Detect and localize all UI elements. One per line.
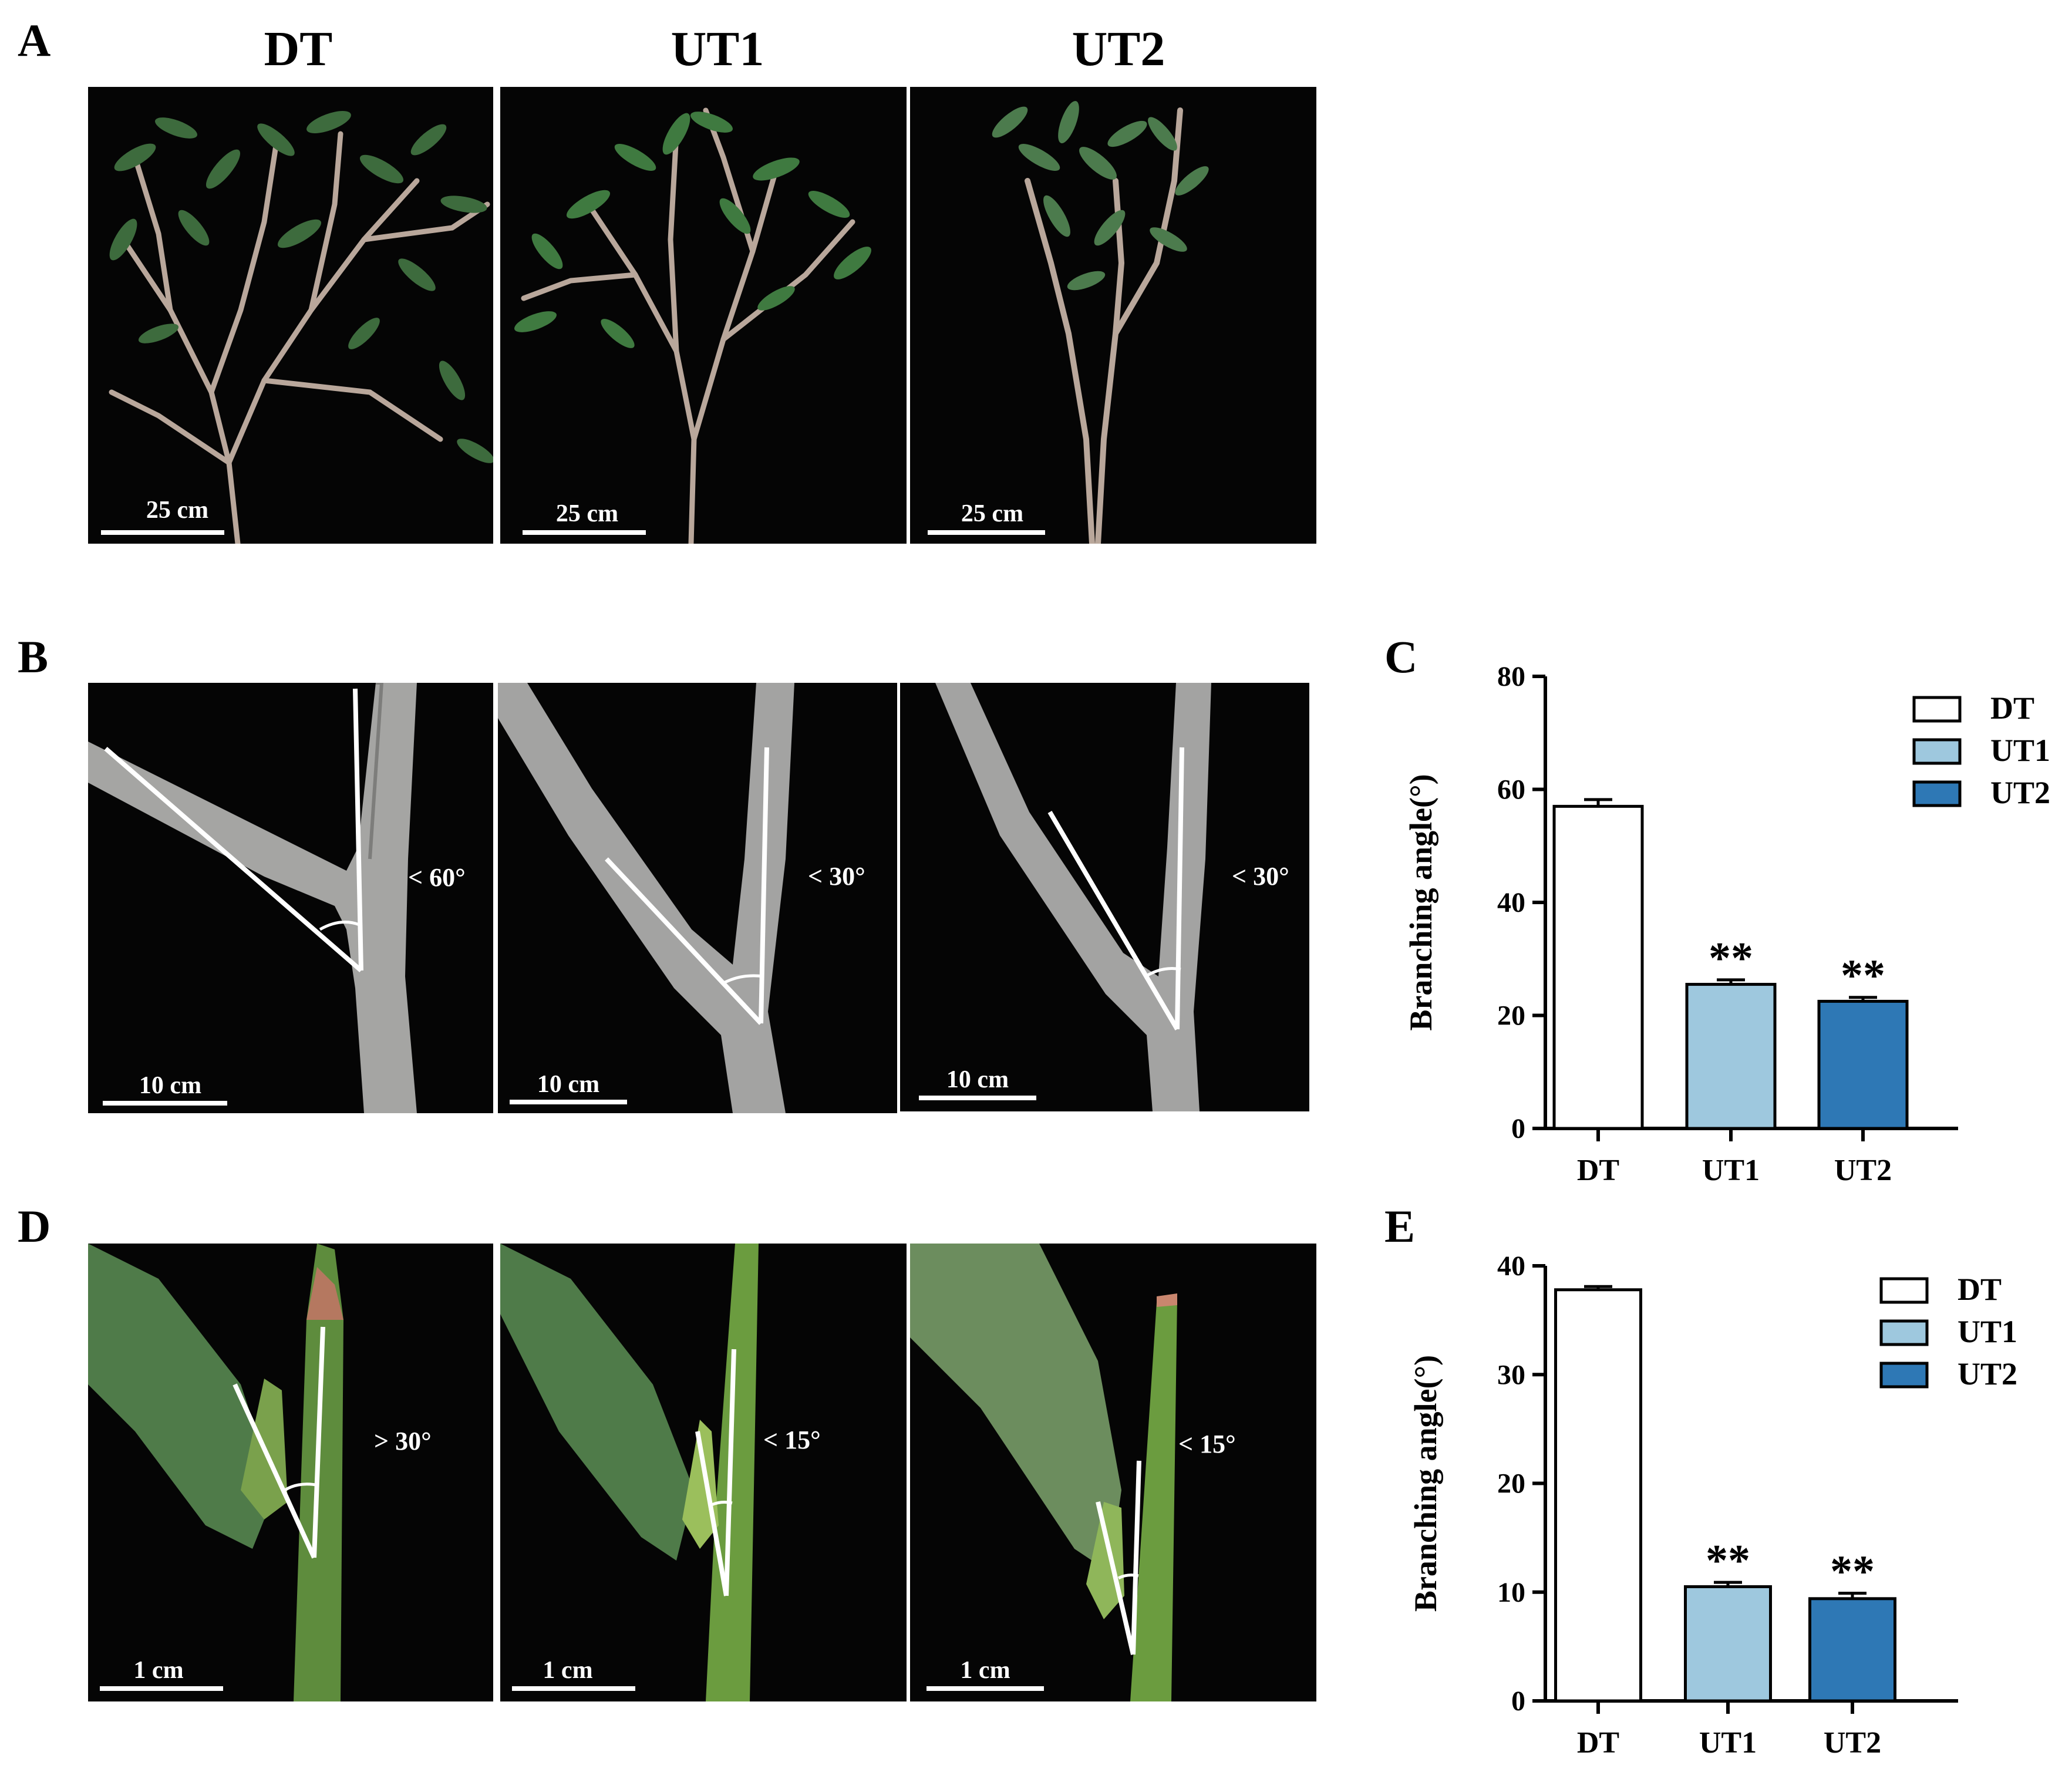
scale-bar <box>919 1096 1036 1100</box>
scale-label: 1 cm <box>960 1657 1010 1684</box>
bar-ut2 <box>1808 1597 1896 1703</box>
y-tick-label: 60 <box>1497 774 1525 806</box>
angle-label: < 15° <box>763 1426 821 1454</box>
legend-label: UT1 <box>1990 733 2050 768</box>
bar-ut1 <box>1684 1585 1772 1703</box>
scale-label: 10 cm <box>946 1066 1009 1093</box>
y-axis-label: Branching angle(°) <box>1408 1355 1443 1612</box>
legend-swatch <box>1912 696 1962 723</box>
column-title-dt: DT <box>264 22 333 76</box>
legend-swatch <box>1912 738 1962 765</box>
legend-swatch <box>1879 1362 1929 1389</box>
y-tick-label: 40 <box>1497 887 1525 918</box>
legend-swatch <box>1879 1319 1929 1346</box>
significance-marker: ** <box>1830 1547 1875 1596</box>
photo-b-dt: < 60° 10 cm <box>88 683 493 1113</box>
scale-label: 1 cm <box>133 1657 184 1684</box>
significance-marker: ** <box>1706 1536 1750 1585</box>
x-tick-label: UT2 <box>1824 1726 1881 1760</box>
bar-ut1 <box>1685 983 1777 1130</box>
y-tick-label: 0 <box>1511 1686 1525 1717</box>
photo-b-ut1: < 30° 10 cm <box>498 683 897 1113</box>
tree-illustration-ut2 <box>992 101 1209 544</box>
bar-dt <box>1554 1288 1642 1703</box>
bar-dt <box>1552 804 1644 1130</box>
branch-illustration-dt <box>88 683 417 1113</box>
tree-illustration-dt <box>109 111 493 544</box>
shoot-illustration-dt <box>88 1244 343 1701</box>
scale-label: 25 cm <box>146 497 209 524</box>
photo-d-ut1: < 15° 1 cm <box>500 1244 907 1701</box>
scale-label: 10 cm <box>537 1071 600 1098</box>
column-title-ut1: UT1 <box>671 22 764 76</box>
legend-label: UT2 <box>1958 1356 2017 1391</box>
bar-chart-e: 0 10 20 30 40 Branching angle(°) DT UT1 ** UT2 ** D… <box>1408 1251 2017 1760</box>
panel-letter-a: A <box>18 15 51 66</box>
scale-label: 10 cm <box>139 1072 202 1099</box>
panel-letter-d: D <box>18 1201 51 1252</box>
significance-marker: ** <box>1841 951 1885 1000</box>
bar-chart-c: 0 20 40 60 80 Branching angle(°) DT UT1 ** UT2 ** D… <box>1403 663 2050 1187</box>
bar-ut2 <box>1817 999 1909 1130</box>
y-tick-label: 20 <box>1497 1000 1525 1032</box>
legend-label: DT <box>1990 690 2034 726</box>
scale-bar <box>510 1100 627 1104</box>
y-tick-label: 30 <box>1497 1359 1525 1390</box>
y-tick-label: 20 <box>1497 1468 1525 1500</box>
y-tick-label: 0 <box>1511 1113 1525 1144</box>
y-axis-label: Branching angle(°) <box>1403 774 1438 1030</box>
x-tick-label: UT1 <box>1699 1726 1757 1760</box>
legend-label: DT <box>1958 1272 2002 1307</box>
panel-letter-e: E <box>1384 1201 1416 1252</box>
photo-b-ut2: < 30° 10 cm <box>900 683 1309 1111</box>
shoot-illustration-ut1 <box>500 1244 759 1701</box>
legend-label: UT2 <box>1990 775 2050 810</box>
shoot-illustration-ut2 <box>910 1244 1177 1701</box>
scale-bar <box>101 530 224 535</box>
angle-label: < 15° <box>1178 1430 1236 1458</box>
angle-label: < 30° <box>808 862 865 891</box>
scale-bar <box>512 1686 635 1691</box>
panel-letter-c: C <box>1384 631 1418 682</box>
branch-illustration-ut1 <box>498 683 794 1113</box>
scale-label: 1 cm <box>543 1657 593 1684</box>
y-tick-label: 10 <box>1497 1577 1525 1608</box>
panel-letter-b: B <box>18 631 49 682</box>
branch-illustration-ut2 <box>935 683 1211 1111</box>
photo-d-dt: > 30° 1 cm <box>88 1244 493 1701</box>
photo-d-ut2: < 15° 1 cm <box>910 1244 1316 1701</box>
scale-bar <box>926 1686 1044 1691</box>
angle-label: < 60° <box>408 863 466 892</box>
legend-swatch <box>1879 1277 1929 1304</box>
scale-label: 25 cm <box>961 500 1024 527</box>
scale-bar <box>100 1686 223 1691</box>
scale-label: 25 cm <box>555 500 619 527</box>
scale-bar <box>928 530 1045 535</box>
tree-illustration-ut1 <box>514 107 871 544</box>
photo-a-ut2: 25 cm <box>910 87 1316 544</box>
scale-bar <box>103 1101 227 1106</box>
photo-a-ut1: 25 cm <box>500 87 907 544</box>
angle-label: > 30° <box>374 1427 432 1455</box>
legend-swatch <box>1912 780 1962 807</box>
column-title-ut2: UT2 <box>1072 22 1165 76</box>
y-tick-label: 40 <box>1497 1251 1525 1282</box>
x-tick-label: UT1 <box>1702 1154 1760 1187</box>
photo-a-dt: 25 cm <box>88 87 493 544</box>
x-tick-label: DT <box>1577 1726 1619 1760</box>
scale-bar <box>523 530 646 535</box>
legend-label: UT1 <box>1958 1314 2017 1349</box>
y-tick-label: 80 <box>1497 663 1525 692</box>
x-tick-label: UT2 <box>1834 1154 1892 1187</box>
angle-label: < 30° <box>1232 862 1289 891</box>
significance-marker: ** <box>1709 934 1753 983</box>
x-tick-label: DT <box>1577 1154 1619 1187</box>
